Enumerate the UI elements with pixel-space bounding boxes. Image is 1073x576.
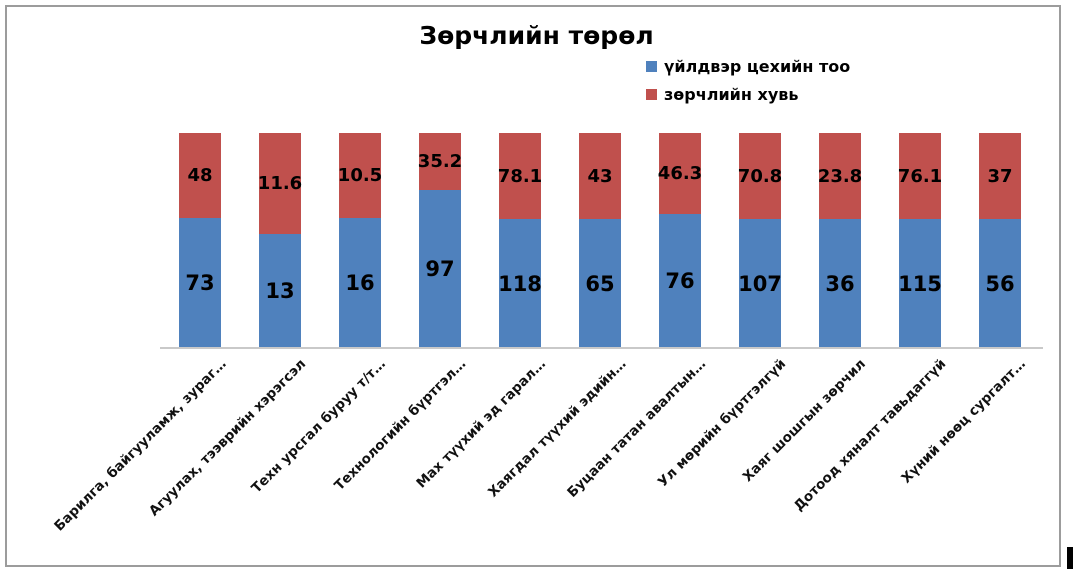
data-label-red: 70.8 <box>737 165 783 187</box>
data-label-red: 43 <box>587 165 613 187</box>
legend-label-series2: зөрчлийн хувь <box>664 84 799 104</box>
stacked-bar: 37 56 <box>979 133 1021 348</box>
legend-item-series2: зөрчлийн хувь <box>646 80 850 108</box>
bar-segment-blue: 118 <box>498 219 542 348</box>
bar-segment-blue: 73 <box>179 218 221 348</box>
bar-segment-blue: 13 <box>259 234 301 348</box>
data-label-blue: 13 <box>265 279 295 303</box>
stacked-bar: 48 73 <box>179 133 221 348</box>
stacked-bar: 11.6 13 <box>257 133 303 348</box>
bar-segment-blue: 115 <box>898 219 942 348</box>
bar-segment-red: 43 <box>579 133 621 219</box>
data-label-red: 76.1 <box>897 165 943 187</box>
data-label-red: 78.1 <box>497 165 543 187</box>
bar-segment-red: 23.8 <box>817 133 863 219</box>
data-label-blue: 36 <box>825 271 855 296</box>
legend: үйлдвэр цехийн тоо зөрчлийн хувь <box>646 52 850 108</box>
data-label-red: 46.3 <box>657 163 703 184</box>
bar-segment-blue: 97 <box>419 190 461 348</box>
bar-segment-blue: 65 <box>579 219 621 348</box>
data-label-red: 35.2 <box>417 151 463 172</box>
bar-segment-blue: 76 <box>659 214 701 348</box>
legend-item-series1: үйлдвэр цехийн тоо <box>646 52 850 80</box>
bar-segment-red: 46.3 <box>657 133 703 214</box>
bar-segment-red: 35.2 <box>417 133 463 190</box>
bar-segment-blue: 16 <box>339 218 381 348</box>
data-label-blue: 73 <box>185 271 215 295</box>
stacked-bar: 10.5 16 <box>337 133 383 348</box>
chart-title: Зөрчлийн төрөл <box>419 21 654 50</box>
bar-segment-red: 48 <box>179 133 221 218</box>
data-label-blue: 16 <box>345 271 375 295</box>
data-label-red: 10.5 <box>337 165 383 186</box>
stacked-bar: 35.2 97 <box>417 133 463 348</box>
stacked-bar: 76.1 115 <box>897 133 943 348</box>
bar-segment-red: 37 <box>979 133 1021 219</box>
legend-label-series1: үйлдвэр цехийн тоо <box>664 56 851 76</box>
bar-segment-red: 11.6 <box>257 133 303 234</box>
data-label-blue: 107 <box>738 271 782 296</box>
bar-segment-blue: 107 <box>738 219 782 348</box>
data-label-blue: 115 <box>898 271 942 296</box>
data-label-red: 37 <box>987 165 1013 187</box>
stacked-bar: 46.3 76 <box>657 133 703 348</box>
data-label-blue: 97 <box>425 257 455 281</box>
stacked-bar: 43 65 <box>579 133 621 348</box>
data-label-red: 23.8 <box>817 165 863 187</box>
cursor-artifact <box>1067 547 1073 569</box>
bar-segment-blue: 36 <box>819 219 861 348</box>
data-label-blue: 118 <box>498 271 542 296</box>
stacked-bar: 78.1 118 <box>497 133 543 348</box>
bar-segment-red: 10.5 <box>337 133 383 218</box>
bar-segment-red: 78.1 <box>497 133 543 219</box>
stacked-bar: 70.8 107 <box>737 133 783 348</box>
data-label-red: 48 <box>187 165 213 186</box>
legend-swatch-blue-icon <box>646 60 657 72</box>
bar-segment-blue: 56 <box>979 219 1021 348</box>
data-label-blue: 56 <box>985 271 1015 296</box>
bar-segment-red: 76.1 <box>897 133 943 219</box>
x-axis-line <box>160 347 1043 349</box>
stacked-bar: 23.8 36 <box>817 133 863 348</box>
data-label-blue: 65 <box>585 271 615 296</box>
bar-segment-red: 70.8 <box>737 133 783 219</box>
legend-swatch-red-icon <box>646 88 657 100</box>
data-label-red: 11.6 <box>257 173 303 194</box>
data-label-blue: 76 <box>665 269 695 293</box>
